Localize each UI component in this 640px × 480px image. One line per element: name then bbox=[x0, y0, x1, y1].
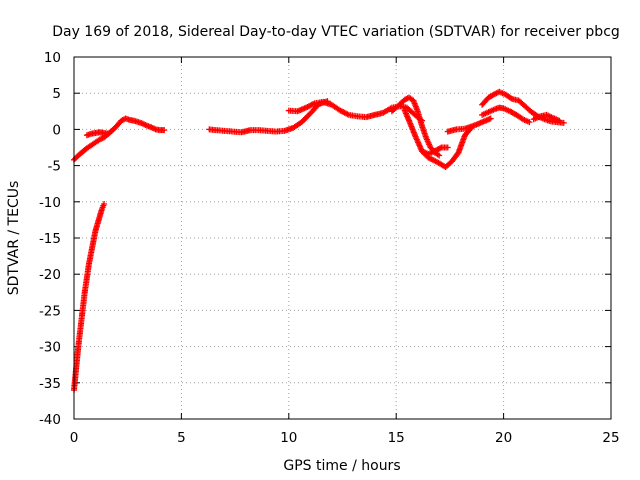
data-points bbox=[71, 88, 567, 394]
series-arc-19-21h bbox=[479, 104, 533, 126]
data-point bbox=[105, 130, 112, 137]
tick-labels: 0 5 10 15 20 25 -40 -35 -30 -25 -20 -15 -10 -5 0 5 10 bbox=[39, 50, 620, 446]
data-point bbox=[487, 115, 494, 122]
x-tick-label: 5 bbox=[177, 430, 186, 446]
data-point bbox=[556, 117, 563, 124]
series-steep-rise bbox=[71, 200, 108, 394]
series-arc-0.5-1.5h bbox=[83, 129, 112, 139]
y-tick-label: -10 bbox=[39, 195, 61, 211]
x-tick-label: 20 bbox=[495, 430, 512, 446]
series-arc-16-17.5h bbox=[418, 144, 451, 158]
y-tick-label: -40 bbox=[39, 412, 61, 428]
series-arc-14-17h bbox=[388, 94, 443, 159]
grid bbox=[74, 57, 611, 419]
y-tick-label: -5 bbox=[48, 159, 61, 175]
chart-title: Day 169 of 2018, Sidereal Day-to-day VTE… bbox=[52, 24, 620, 40]
data-point bbox=[507, 95, 514, 102]
x-axis-label: GPS time / hours bbox=[283, 458, 400, 474]
series-arc-21.5-22.5h bbox=[530, 111, 563, 124]
x-tick-label: 0 bbox=[70, 430, 79, 446]
series-arc-10-16h bbox=[285, 98, 425, 124]
x-tick-label: 25 bbox=[602, 430, 619, 446]
series-arc-17-19.5h bbox=[444, 115, 494, 135]
data-point bbox=[444, 144, 451, 151]
data-point bbox=[526, 119, 533, 126]
x-tick-label: 10 bbox=[280, 430, 297, 446]
data-point bbox=[161, 127, 168, 134]
y-tick-label: -35 bbox=[39, 376, 61, 392]
y-axis-label: SDTVAR / TECUs bbox=[6, 181, 22, 296]
y-tick-label: 10 bbox=[44, 50, 61, 66]
y-tick-label: -20 bbox=[39, 267, 61, 283]
data-point bbox=[560, 119, 567, 126]
series-arc-0-4h bbox=[71, 115, 168, 163]
y-tick-label: -15 bbox=[39, 231, 61, 247]
data-point bbox=[436, 152, 443, 159]
x-tick-label: 15 bbox=[388, 430, 405, 446]
series-arc-15-18.5h bbox=[401, 107, 475, 171]
series-arc-19-23h bbox=[479, 88, 567, 126]
y-tick-label: -25 bbox=[39, 303, 61, 319]
data-point bbox=[437, 145, 444, 152]
y-tick-label: -30 bbox=[39, 340, 61, 356]
data-point bbox=[101, 200, 108, 207]
y-tick-label: 5 bbox=[52, 86, 61, 102]
y-tick-label: 0 bbox=[52, 122, 61, 138]
plot-frame bbox=[73, 56, 612, 420]
